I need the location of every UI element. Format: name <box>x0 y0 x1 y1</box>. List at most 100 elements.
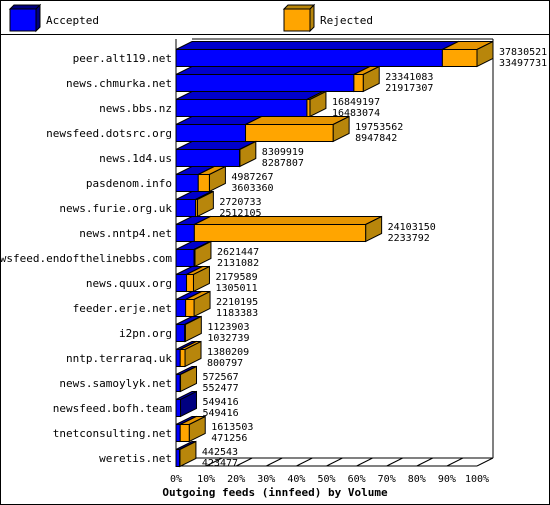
bar-rejected-16 <box>179 440 197 468</box>
value-label-top-6: 2720733 <box>219 197 261 208</box>
bar-accepted-10-front <box>175 299 187 317</box>
bar-accepted-2-top <box>175 91 324 100</box>
x-tick-3 <box>266 457 283 467</box>
legend-item-accepted: Accepted <box>8 3 99 33</box>
category-label-2: news.bbs.nz <box>99 102 172 115</box>
category-label-6: news.furie.org.uk <box>59 202 172 215</box>
x-tick-label-1: 10% <box>197 474 215 485</box>
bar-rejected-6 <box>195 190 214 218</box>
bar-rejected-11 <box>184 315 202 343</box>
value-label-top-10: 2210195 <box>216 297 258 308</box>
bar-rejected-3-front <box>245 124 334 142</box>
category-label-9: news.quux.org <box>86 277 172 290</box>
value-label-bottom-15: 471256 <box>211 433 247 444</box>
bar-accepted-6-front <box>175 199 197 217</box>
bar-accepted-5-front <box>175 174 199 192</box>
bar-rejected-12 <box>179 340 202 368</box>
bar-rejected-3-top <box>245 116 350 125</box>
bar-accepted-9-front <box>175 274 188 292</box>
value-label-bottom-4: 8287807 <box>262 158 304 169</box>
value-label-top-11: 1123903 <box>207 322 249 333</box>
value-label-top-3: 19753562 <box>355 122 403 133</box>
bar-rejected-10 <box>185 290 211 318</box>
bar-accepted-0 <box>175 40 459 68</box>
legend-label-rejected: Rejected <box>320 14 373 27</box>
value-label-top-2: 16849197 <box>332 97 380 108</box>
bar-accepted-1-front <box>175 74 355 92</box>
category-label-5: pasdenom.info <box>86 177 172 190</box>
legend-swatch-accepted <box>9 8 37 32</box>
bar-rejected-7-top <box>194 216 382 225</box>
value-label-bottom-9: 1305011 <box>215 283 257 294</box>
bar-accepted-15-front <box>175 424 181 442</box>
value-label-bottom-12: 800797 <box>207 358 243 369</box>
bar-rejected-5-front <box>197 174 210 192</box>
value-label-top-0: 37830521 <box>499 47 547 58</box>
bar-accepted-12-front <box>175 349 181 367</box>
category-label-1: news.chmurka.net <box>66 77 172 90</box>
bar-rejected-3 <box>245 115 350 143</box>
chart-title: Outgoing feeds (innfeed) by Volume <box>162 486 388 499</box>
value-label-top-12: 1380209 <box>207 347 249 358</box>
bar-accepted-7-front <box>175 224 195 242</box>
category-label-14: newsfeed.bofh.team <box>53 402 173 415</box>
value-label-top-14: 549416 <box>203 397 239 408</box>
x-tick-label-0: 0% <box>170 474 182 485</box>
value-label-bottom-14: 549416 <box>203 408 239 419</box>
bar-rejected-9-front <box>186 274 194 292</box>
value-label-top-13: 572567 <box>203 372 239 383</box>
legend-item-rejected: Rejected <box>282 3 373 33</box>
category-label-13: news.samoylyk.net <box>59 377 172 390</box>
legend-swatch-rejected <box>283 8 311 32</box>
value-label-top-9: 2179589 <box>215 272 257 283</box>
value-label-top-4: 8309919 <box>262 147 304 158</box>
bar-rejected-0-front <box>441 49 478 67</box>
bar-rejected-8 <box>193 240 212 268</box>
x-tick-label-2: 20% <box>227 474 245 485</box>
bar-rejected-7-front <box>193 224 367 242</box>
legend-label-accepted: Accepted <box>46 14 99 27</box>
bar-accepted-14 <box>175 390 198 418</box>
value-label-top-5: 4987267 <box>231 172 273 183</box>
x-tick-label-5: 50% <box>317 474 335 485</box>
bar-rejected-8-front <box>193 249 196 267</box>
bar-rejected-10-front <box>185 299 195 317</box>
x-tick-label-8: 80% <box>408 474 426 485</box>
value-label-bottom-7: 2233792 <box>388 233 430 244</box>
bar-rejected-4 <box>239 140 257 168</box>
bar-accepted-11-front <box>175 324 186 342</box>
bar-rejected-2-front <box>306 99 311 117</box>
bar-accepted-2 <box>175 90 324 118</box>
x-tick-1 <box>205 457 223 467</box>
category-label-7: news.nntp4.net <box>79 227 172 240</box>
bar-accepted-4-front <box>175 149 241 167</box>
category-label-10: feeder.erje.net <box>73 302 172 315</box>
x-tick-2 <box>235 457 253 467</box>
bar-rejected-1 <box>353 65 380 93</box>
category-label-16: weretis.net <box>99 452 172 465</box>
value-label-bottom-6: 2512105 <box>219 208 261 219</box>
category-label-15: tnetconsulting.net <box>53 427 172 440</box>
x-tick-6 <box>356 457 373 467</box>
bar-accepted-0-top <box>175 41 459 50</box>
x-tick-7 <box>386 457 403 467</box>
x-tick-label-6: 60% <box>348 474 366 485</box>
category-label-8: newsfeed.endofthelinebbs.com <box>0 252 172 265</box>
bar-rejected-15-front <box>179 424 190 442</box>
category-label-4: news.1d4.us <box>99 152 172 165</box>
x-tick-label-9: 90% <box>438 474 456 485</box>
back-wall <box>192 39 493 458</box>
value-label-top-15: 1613503 <box>211 422 253 433</box>
bar-rejected-1-front <box>353 74 364 92</box>
bar-accepted-16-front <box>175 449 181 467</box>
bar-rejected-7 <box>193 215 383 243</box>
value-label-bottom-5: 3603360 <box>231 183 273 194</box>
bar-accepted-0-front <box>175 49 443 67</box>
category-label-0: peer.alt119.net <box>73 52 172 65</box>
x-tick-label-7: 70% <box>378 474 396 485</box>
bar-accepted-8-front <box>175 249 195 267</box>
bar-accepted-14-front <box>175 399 182 417</box>
category-label-3: newsfeed.dotsrc.org <box>46 127 172 140</box>
bar-accepted-3-front <box>175 124 247 142</box>
